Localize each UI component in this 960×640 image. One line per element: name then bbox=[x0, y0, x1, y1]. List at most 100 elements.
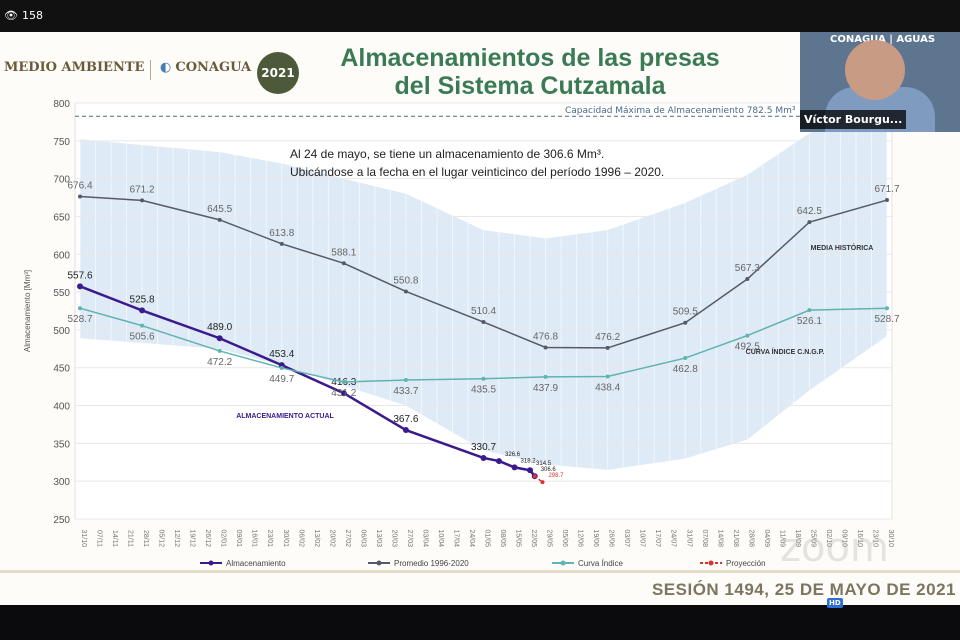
y-tick-label: 400 bbox=[53, 402, 70, 413]
x-tick-label: 11/09 bbox=[778, 530, 785, 547]
y-tick-label: 800 bbox=[53, 99, 70, 110]
data-point bbox=[481, 376, 486, 381]
legend-marker bbox=[208, 560, 214, 566]
data-label: 528.7 bbox=[67, 314, 92, 325]
eye-icon: 👁 bbox=[4, 9, 18, 22]
x-tick-label: 23/10 bbox=[871, 529, 878, 547]
x-tick-label: 24/04 bbox=[468, 529, 475, 547]
x-tick-label: 25/09 bbox=[809, 529, 816, 547]
data-label: 671.2 bbox=[130, 184, 155, 195]
data-label: 509.5 bbox=[673, 307, 698, 318]
data-label: 525.8 bbox=[130, 294, 155, 305]
x-tick-label: 22/05 bbox=[530, 529, 537, 547]
x-tick-label: 23/01 bbox=[266, 529, 273, 547]
data-point bbox=[885, 198, 889, 203]
data-label: 676.4 bbox=[67, 180, 92, 191]
data-point bbox=[140, 198, 145, 203]
participant-video[interactable]: CONAGUA | AGUAS Víctor Bourgu... bbox=[800, 32, 960, 132]
title-line-1: Almacenamientos de las presas bbox=[340, 44, 720, 72]
data-label: 330.7 bbox=[471, 442, 496, 453]
data-point bbox=[481, 320, 486, 325]
x-tick-label: 30/01 bbox=[282, 529, 289, 547]
data-label: 642.5 bbox=[797, 206, 822, 217]
data-point bbox=[216, 335, 223, 342]
chart-annotation: MEDIA HISTÓRICA bbox=[811, 243, 874, 252]
y-tick-label: 600 bbox=[53, 250, 70, 261]
x-tick-label: 10/04 bbox=[437, 529, 444, 547]
data-point bbox=[341, 261, 346, 266]
data-point bbox=[605, 345, 610, 350]
x-tick-label: 10/07 bbox=[639, 529, 646, 547]
legend-item: Almacenamiento bbox=[200, 559, 286, 568]
x-tick-label: 19/06 bbox=[592, 529, 599, 547]
data-point bbox=[279, 365, 284, 370]
x-tick-label: 29/05 bbox=[546, 529, 553, 547]
data-label: 645.5 bbox=[207, 204, 232, 215]
conagua-logo: ◐ CONAGUA bbox=[160, 60, 251, 75]
data-label: 431.2 bbox=[331, 388, 356, 399]
x-tick-label: 27/02 bbox=[344, 529, 351, 547]
x-tick-label: 26/12 bbox=[204, 529, 211, 547]
x-tick-label: 21/11 bbox=[127, 530, 134, 547]
y-tick-label: 250 bbox=[53, 515, 70, 526]
data-label: 476.8 bbox=[533, 331, 558, 342]
x-tick-label: 16/01 bbox=[251, 529, 258, 547]
x-tick-label: 02/10 bbox=[825, 529, 832, 547]
x-tick-label: 14/11 bbox=[111, 530, 118, 547]
x-tick-label: 05/06 bbox=[561, 529, 568, 547]
x-tick-label: 31/07 bbox=[685, 529, 692, 547]
data-label: 567.3 bbox=[735, 263, 760, 274]
x-tick-label: 24/07 bbox=[670, 529, 677, 547]
data-point bbox=[540, 480, 545, 485]
legend-label: Almacenamiento bbox=[226, 559, 286, 568]
data-point bbox=[340, 390, 347, 397]
data-label: 505.6 bbox=[130, 332, 155, 343]
conagua-drop-icon: ◐ bbox=[160, 60, 172, 75]
data-label: 435.5 bbox=[471, 385, 496, 396]
legend-label: Promedio 1996-2020 bbox=[394, 559, 469, 568]
data-point bbox=[139, 307, 146, 314]
x-tick-label: 30/10 bbox=[887, 529, 894, 547]
x-tick-label: 27/03 bbox=[406, 529, 413, 547]
data-label: 449.7 bbox=[269, 374, 294, 385]
legend-item: Proyección bbox=[700, 559, 766, 568]
chart-note: Al 24 de mayo, se tiene un almacenamient… bbox=[290, 145, 664, 181]
x-tick-label: 13/03 bbox=[375, 529, 382, 547]
data-label: 453.4 bbox=[269, 349, 294, 360]
data-point bbox=[496, 458, 503, 465]
x-tick-label: 13/02 bbox=[313, 529, 320, 547]
x-tick-label: 04/09 bbox=[763, 529, 770, 547]
data-point bbox=[217, 217, 222, 222]
x-tick-label: 20/03 bbox=[390, 529, 397, 547]
data-label: 557.6 bbox=[67, 270, 92, 281]
x-tick-label: 17/04 bbox=[452, 529, 459, 547]
x-tick-label: 28/11 bbox=[142, 530, 149, 547]
data-point bbox=[78, 306, 82, 311]
x-tick-label: 02/01 bbox=[220, 529, 227, 547]
viewer-count: 👁 158 bbox=[4, 9, 43, 22]
legend-marker bbox=[708, 560, 714, 566]
zoom-watermark: zoom bbox=[780, 525, 889, 571]
title-line-2: del Sistema Cutzamala bbox=[394, 72, 666, 100]
data-label: 550.8 bbox=[393, 275, 418, 286]
x-tick-label: 07/11 bbox=[96, 530, 103, 547]
legend-item: Curva Índice bbox=[552, 559, 623, 568]
data-label: 476.2 bbox=[595, 332, 620, 343]
data-label: 510.4 bbox=[471, 306, 496, 317]
data-label: 438.4 bbox=[595, 383, 620, 394]
conagua-text: CONAGUA bbox=[175, 60, 252, 75]
x-tick-label: 06/03 bbox=[359, 529, 366, 547]
note-line-2: Ubicándose a la fecha en el lugar veinti… bbox=[290, 165, 665, 179]
zoom-bottom-bar bbox=[0, 605, 960, 640]
data-label: 671.7 bbox=[874, 184, 899, 195]
x-tick-label: 21/08 bbox=[732, 529, 739, 547]
x-tick-label: 26/06 bbox=[608, 529, 615, 547]
data-point bbox=[683, 356, 688, 361]
data-point bbox=[217, 348, 222, 353]
data-point bbox=[78, 194, 82, 199]
data-point bbox=[279, 241, 284, 246]
legend-marker bbox=[376, 560, 382, 566]
data-label: 462.8 bbox=[673, 364, 698, 375]
data-point bbox=[402, 427, 409, 434]
video-background-logo: CONAGUA | AGUAS bbox=[830, 34, 936, 45]
